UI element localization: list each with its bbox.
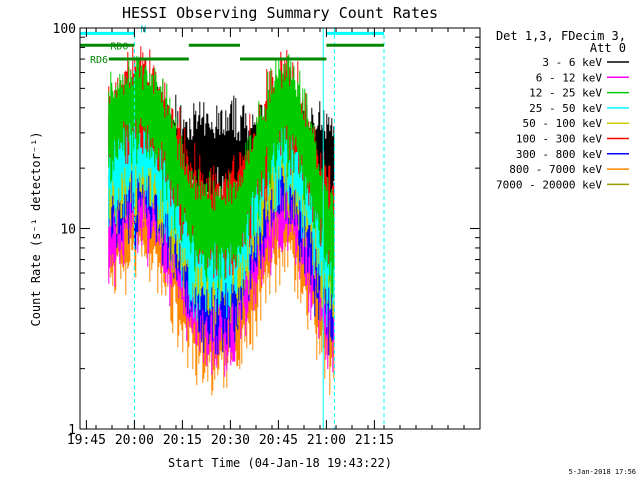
x-tick-label: 20:15 xyxy=(163,433,202,448)
legend-label: 12 - 25 keV xyxy=(529,87,602,100)
x-tick-label: 20:45 xyxy=(259,433,298,448)
legend-label: 300 - 800 keV xyxy=(516,148,602,161)
x-axis-label: Start Time (04-Jan-18 19:43:22) xyxy=(168,456,392,470)
legend: Det 1,3, FDecim 3,Att 03 - 6 keV 6 - 12 k… xyxy=(496,29,629,191)
legend-label: 100 - 300 keV xyxy=(516,133,602,146)
n-bar-label: N xyxy=(140,24,146,35)
series-line xyxy=(108,96,334,236)
legend-label: 7000 - 20000 keV xyxy=(496,178,602,191)
series-12-25-keV-kev xyxy=(108,54,335,298)
legend-header-attenuator: Att 0 xyxy=(590,41,626,55)
y-tick-label: 10 xyxy=(60,223,76,238)
chart-title: HESSI Observing Summary Count Rates xyxy=(122,4,438,22)
y-axis-label: Count Rate (s⁻¹ detector⁻¹) xyxy=(29,131,43,326)
y-tick-label: 100 xyxy=(53,22,76,37)
x-tick-label: 20:00 xyxy=(115,433,154,448)
rd6-bar-label: RD6 xyxy=(90,55,108,66)
x-tick-label: 20:30 xyxy=(211,433,250,448)
legend-label: 6 - 12 keV xyxy=(536,71,603,84)
y-tick-label: 1 xyxy=(68,423,76,438)
legend-label: 3 - 6 keV xyxy=(542,56,602,69)
legend-label: 50 - 100 keV xyxy=(523,117,603,130)
x-tick-label: 21:00 xyxy=(307,433,346,448)
x-tick-label: 19:45 xyxy=(67,433,106,448)
footer-timestamp: 5-Jan-2018 17:56 xyxy=(569,468,636,476)
rd0-bar-label: RD0 xyxy=(110,41,128,52)
series-layer xyxy=(107,46,335,396)
x-tick-label: 21:15 xyxy=(355,433,394,448)
legend-header: Det 1,3, FDecim 3, xyxy=(496,29,626,43)
axis-layer: 19:45 20:00 20:15 20:30 20:45 21:00 21:15 1 10 10… xyxy=(53,22,481,448)
legend-label: 800 - 7000 keV xyxy=(509,163,602,176)
legend-label: 25 - 50 keV xyxy=(529,102,602,115)
